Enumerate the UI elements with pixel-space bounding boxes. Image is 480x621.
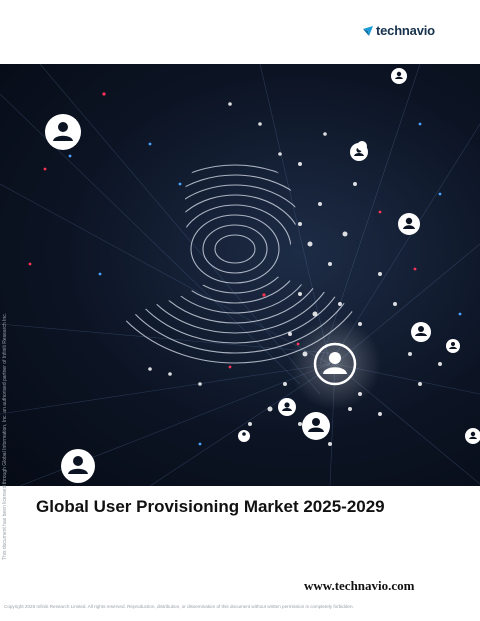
technavio-logo-icon <box>363 25 373 36</box>
user-icon <box>278 398 296 416</box>
user-icon <box>45 114 81 150</box>
user-icon-large <box>313 342 357 386</box>
user-icon <box>465 428 480 444</box>
user-icon <box>238 430 250 442</box>
user-icon <box>302 412 330 440</box>
copyright-notice: Copyright 2025 Infiniti Research Limited… <box>4 604 354 609</box>
website-link[interactable]: www.technavio.com <box>304 578 415 593</box>
user-icon <box>398 213 420 235</box>
user-icon <box>61 449 95 483</box>
report-title: Global User Provisioning Market 2025-202… <box>36 497 385 516</box>
user-icon <box>357 141 367 151</box>
brand-logo: technavio <box>362 23 435 38</box>
user-icon <box>391 68 407 84</box>
user-icon <box>411 322 431 342</box>
fingerprint-network-icon <box>0 64 480 486</box>
cover-image <box>0 64 480 486</box>
user-icon <box>446 339 460 353</box>
brand-name: technavio <box>376 23 435 38</box>
license-side-note: This document has been licensed through … <box>2 312 8 560</box>
